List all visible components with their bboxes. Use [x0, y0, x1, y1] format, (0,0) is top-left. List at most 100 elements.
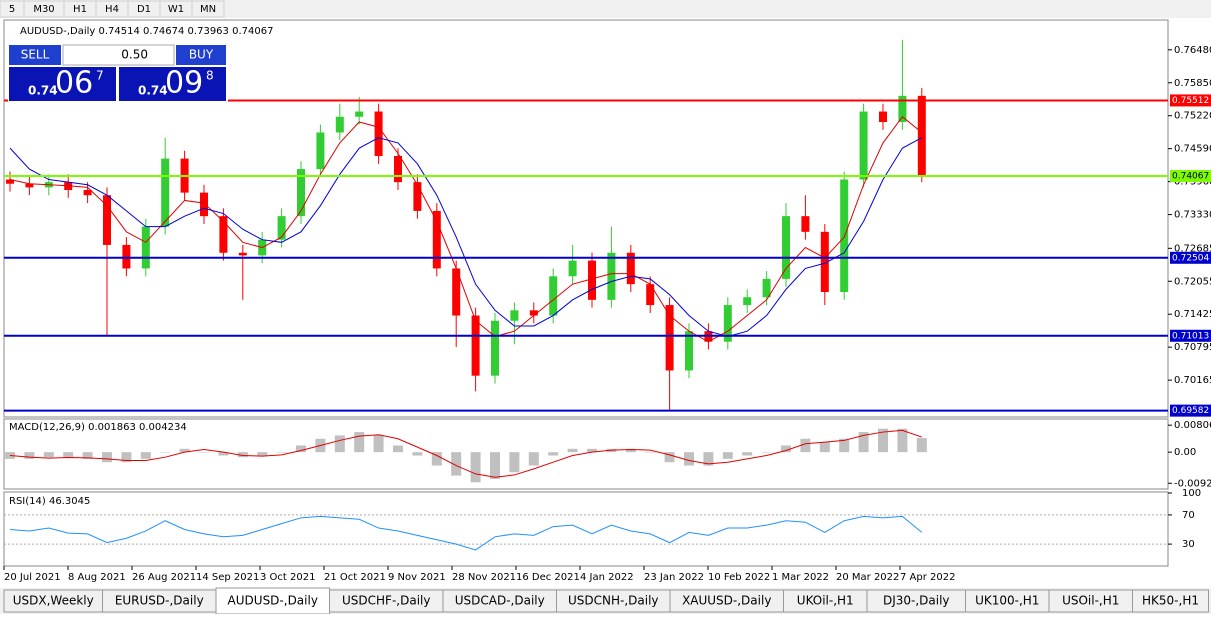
tab-label[interactable]: HK50-,H1: [1142, 594, 1199, 608]
timeframe-button[interactable]: [191, 0, 225, 18]
macd-bar: [334, 435, 345, 453]
x-tick-label: 28 Nov 2021: [452, 572, 516, 583]
timeframe-label[interactable]: H1: [73, 4, 87, 15]
chart-title: AUDUSD-,Daily 0.74514 0.74674 0.73963 0.…: [20, 26, 273, 37]
candle-body: [762, 278, 771, 298]
candle-body: [122, 244, 131, 269]
macd-bar: [257, 452, 268, 456]
candle-body: [549, 276, 558, 316]
buy-label[interactable]: BUY: [189, 48, 214, 62]
level-label: 0.74067: [1172, 172, 1209, 182]
rsi-title: RSI(14) 46.3045: [9, 496, 90, 507]
timeframe-label[interactable]: H4: [105, 4, 119, 15]
macd-title: MACD(12,26,9) 0.001863 0.004234: [9, 422, 187, 433]
candle-body: [219, 216, 228, 253]
candle-body: [25, 183, 34, 188]
tab-label[interactable]: AUDUSD-,Daily: [228, 594, 318, 608]
sell-price-box[interactable]: [9, 67, 116, 101]
candle-body: [316, 132, 325, 170]
x-tick-label: 16 Dec 2021: [516, 572, 580, 583]
trade-panel: SELL BUY 0.50 0.74 06 7 0.74 09 8: [8, 44, 228, 102]
candle-body: [626, 252, 635, 285]
lot-value[interactable]: 0.50: [121, 48, 148, 62]
rsi-tick-label: 30: [1182, 539, 1195, 550]
macd-bar: [102, 452, 112, 463]
x-tick-label: 3 Oct 2021: [260, 572, 315, 583]
buy-button[interactable]: [176, 45, 226, 65]
macd-bar: [373, 435, 384, 453]
level-label-bg: [1170, 170, 1211, 183]
rsi-tick-label: 70: [1182, 510, 1195, 521]
tab-label[interactable]: USDCHF-,Daily: [342, 594, 430, 608]
macd-bar: [548, 452, 559, 456]
macd-bar: [490, 452, 500, 479]
sell-price-pips: 06: [55, 66, 93, 101]
x-tick-label: 8 Aug 2021: [68, 572, 126, 583]
candle-body: [277, 216, 286, 240]
tab[interactable]: [1132, 589, 1209, 613]
macd-bar: [878, 428, 888, 453]
level-label-bg: [1170, 94, 1211, 107]
macd-bar: [431, 452, 442, 466]
macd-bar: [722, 452, 733, 459]
timeframe-label[interactable]: W1: [168, 4, 184, 15]
macd-bar: [470, 452, 481, 483]
timeframe-label[interactable]: MN: [200, 4, 216, 15]
candle-body: [491, 320, 499, 376]
tab-label[interactable]: UK100-,H1: [975, 594, 1039, 608]
timeframe-label[interactable]: M30: [33, 4, 54, 15]
macd-bar: [237, 452, 248, 458]
macd-tick-label: 0.00: [1174, 447, 1196, 458]
x-tick-label: 26 Aug 2021: [132, 572, 196, 583]
macd-bar: [567, 448, 578, 453]
macd-bar: [858, 432, 869, 453]
tab[interactable]: [215, 587, 330, 615]
tab-label[interactable]: UKOil-,H1: [797, 594, 854, 608]
macd-bar: [703, 452, 714, 466]
candle-body: [161, 158, 170, 227]
macd-bar: [43, 452, 54, 458]
candle-body: [141, 226, 150, 269]
y-tick-label: 0.72055: [1174, 276, 1211, 287]
rsi-tick-label: 100: [1182, 488, 1201, 499]
tab-label[interactable]: USDCAD-,Daily: [455, 594, 545, 608]
macd-bar: [684, 452, 694, 466]
tab-label[interactable]: USDCNH-,Daily: [568, 594, 659, 608]
macd-signal: [9, 429, 922, 478]
tab-label[interactable]: EURUSD-,Daily: [115, 594, 204, 608]
buy-price-box[interactable]: [119, 67, 226, 101]
macd-bar: [276, 452, 287, 453]
timeframe-label[interactable]: 5: [9, 4, 15, 15]
tab-label[interactable]: USOil-,H1: [1062, 594, 1119, 608]
moving-average: [9, 137, 923, 337]
macd-bar: [63, 452, 74, 458]
candle-body: [859, 111, 868, 180]
y-tick-label: 0.70165: [1174, 375, 1211, 386]
moving-average: [9, 116, 923, 343]
macd-bar: [645, 452, 656, 453]
macd-bar: [742, 452, 753, 456]
candle-body: [607, 252, 616, 300]
y-tick-label: 0.71425: [1174, 309, 1211, 320]
candle-body: [510, 310, 519, 321]
timeframe-label[interactable]: D1: [137, 4, 151, 15]
x-tick-label: 1 Mar 2022: [772, 572, 829, 583]
tab-label[interactable]: DJ30-,Daily: [883, 594, 950, 608]
macd-bar: [82, 452, 93, 459]
candle-body: [665, 305, 674, 371]
candle-body: [820, 231, 829, 292]
macd-bar: [625, 448, 636, 453]
macd-bar: [354, 432, 365, 453]
candle-body: [588, 260, 596, 300]
candle-body: [898, 95, 907, 122]
macd-bar: [509, 452, 520, 473]
tab-label[interactable]: USDX,Weekly: [13, 594, 94, 608]
lot-input[interactable]: [62, 44, 175, 66]
macd-bar: [819, 442, 830, 453]
sell-label[interactable]: SELL: [21, 48, 50, 62]
sell-button[interactable]: [9, 45, 61, 65]
tab-label[interactable]: XAUUSD-,Daily: [682, 594, 771, 608]
x-tick-label: 7 Apr 2022: [900, 572, 955, 583]
